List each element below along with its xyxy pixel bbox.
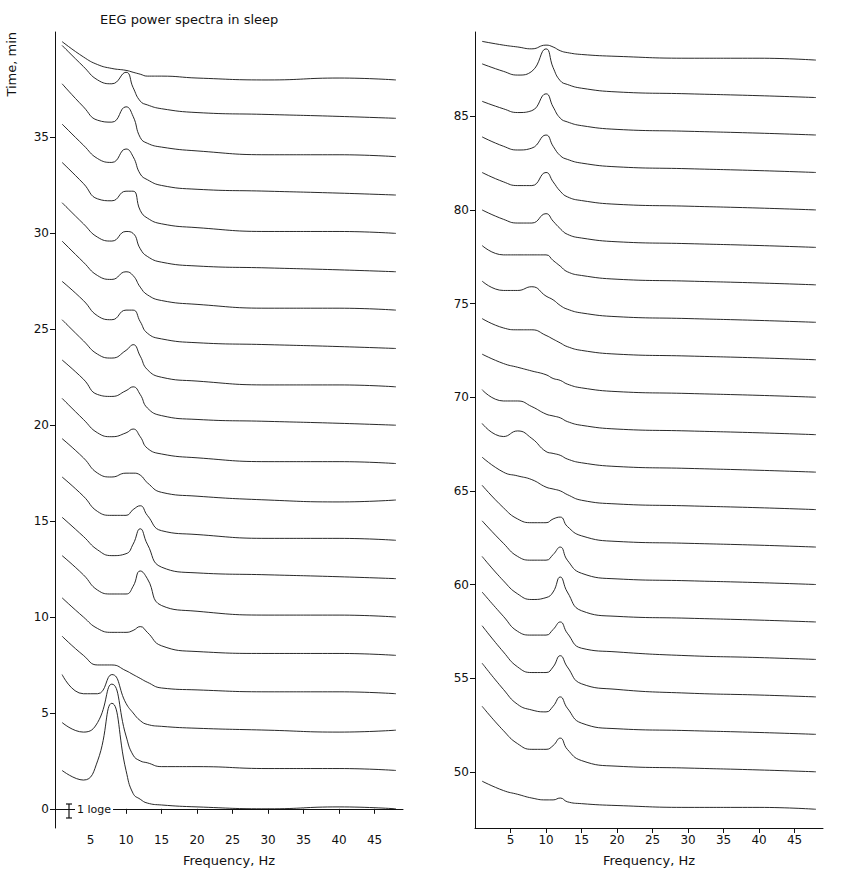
svg-text:1 loge: 1 loge	[77, 803, 111, 816]
svg-text:25: 25	[34, 322, 49, 336]
svg-text:20: 20	[609, 833, 624, 847]
svg-text:40: 40	[331, 833, 346, 847]
svg-text:10: 10	[538, 833, 553, 847]
svg-text:15: 15	[574, 833, 589, 847]
svg-text:20: 20	[34, 418, 49, 432]
svg-text:45: 45	[787, 833, 802, 847]
svg-text:5: 5	[507, 833, 515, 847]
svg-text:50: 50	[454, 765, 469, 779]
svg-text:80: 80	[454, 203, 469, 217]
svg-text:25: 25	[645, 833, 660, 847]
svg-text:25: 25	[225, 833, 240, 847]
svg-text:35: 35	[34, 130, 49, 144]
svg-text:Frequency, Hz: Frequency, Hz	[183, 853, 275, 868]
svg-text:5: 5	[41, 706, 49, 720]
svg-text:45: 45	[367, 833, 382, 847]
svg-text:60: 60	[454, 578, 469, 592]
svg-text:10: 10	[118, 833, 133, 847]
svg-text:30: 30	[680, 833, 695, 847]
svg-text:30: 30	[260, 833, 275, 847]
svg-text:30: 30	[34, 226, 49, 240]
svg-text:EEG power spectra in sleep: EEG power spectra in sleep	[100, 12, 278, 27]
svg-text:15: 15	[154, 833, 169, 847]
svg-text:70: 70	[454, 390, 469, 404]
svg-text:55: 55	[454, 671, 469, 685]
svg-text:Frequency, Hz: Frequency, Hz	[603, 853, 695, 868]
svg-text:10: 10	[34, 610, 49, 624]
svg-text:0: 0	[41, 802, 49, 816]
svg-text:20: 20	[189, 833, 204, 847]
svg-text:85: 85	[454, 109, 469, 123]
svg-text:35: 35	[716, 833, 731, 847]
svg-text:75: 75	[454, 297, 469, 311]
html-text:Time, min: Time, min	[4, 32, 19, 97]
svg-text:40: 40	[751, 833, 766, 847]
svg-text:5: 5	[87, 833, 95, 847]
svg-text:35: 35	[296, 833, 311, 847]
svg-text:15: 15	[34, 514, 49, 528]
svg-text:65: 65	[454, 484, 469, 498]
